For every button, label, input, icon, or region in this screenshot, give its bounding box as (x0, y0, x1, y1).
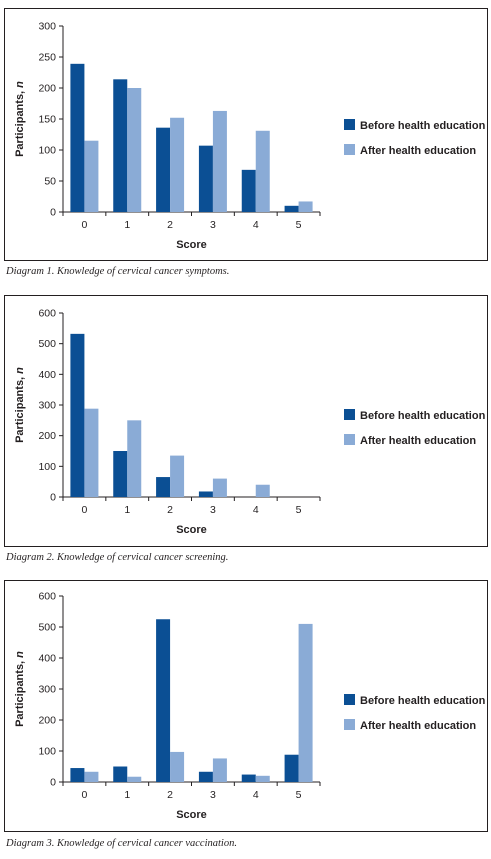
bar-after-score-4 (255, 775, 270, 782)
bar-after-score-3 (212, 110, 227, 212)
bar-before-score-0 (70, 768, 85, 782)
y-tick-label: 500 (38, 338, 56, 350)
bar-after-score-0 (84, 771, 99, 782)
y-tick-label: 0 (50, 207, 56, 219)
bar-chart-3: 0 100 200 300 400 500 600 0 1 2 3 4 5 Score Participan… (14, 591, 486, 822)
y-tick-label: 400 (38, 653, 56, 665)
x-tick-label: 4 (253, 219, 259, 231)
bar-before-score-0 (70, 63, 85, 212)
bar-after-score-3 (212, 478, 227, 497)
x-axis-label: Score (176, 809, 207, 821)
y-tick-label: 400 (38, 369, 56, 381)
legend-swatch-after (344, 719, 355, 730)
x-tick-label: 2 (167, 789, 173, 801)
y-tick-label: 500 (38, 622, 56, 634)
x-tick-label: 1 (124, 789, 130, 801)
y-axis-label: Participants, n (14, 367, 26, 443)
bar-after-score-1 (127, 776, 142, 782)
y-tick-label: 50 (44, 176, 56, 188)
x-tick-label: 5 (296, 219, 302, 231)
y-tick-label: 150 (38, 114, 56, 126)
y-tick-label: 300 (38, 400, 56, 412)
y-tick-label: 300 (38, 21, 56, 33)
bar-before-score-2 (156, 619, 171, 782)
chart-panel-2: 0 100 200 300 400 500 600 0 1 2 3 4 5 Score Participan… (4, 295, 488, 547)
bar-before-score-3 (198, 145, 213, 212)
chart-panel-1: 0 50 100 150 200 250 300 0 1 2 3 4 5 Score Participant… (4, 8, 488, 261)
x-tick-label: 5 (296, 504, 302, 516)
bar-after-score-5 (298, 201, 313, 212)
x-axis-label: Score (176, 524, 207, 536)
legend-swatch-before (344, 694, 355, 705)
legend-label-before: Before health education (360, 695, 486, 707)
y-tick-label: 600 (38, 591, 56, 603)
x-axis-label: Score (176, 239, 207, 251)
legend-swatch-after (344, 434, 355, 445)
bar-after-score-1 (127, 420, 142, 497)
x-tick-label: 0 (81, 789, 87, 801)
bar-before-score-4 (241, 169, 256, 212)
y-tick-label: 300 (38, 684, 56, 696)
x-tick-label: 4 (253, 504, 259, 516)
bar-before-score-2 (156, 127, 171, 212)
y-tick-label: 100 (38, 145, 56, 157)
x-tick-label: 2 (167, 504, 173, 516)
x-tick-label: 3 (210, 504, 216, 516)
y-tick-label: 100 (38, 461, 56, 473)
bar-after-score-0 (84, 408, 99, 497)
y-tick-label: 200 (38, 715, 56, 727)
bar-after-score-1 (127, 88, 142, 212)
legend-swatch-before (344, 409, 355, 420)
x-tick-label: 3 (210, 219, 216, 231)
y-tick-label: 100 (38, 746, 56, 758)
caption-1: Diagram 1. Knowledge of cervical cancer … (6, 266, 230, 277)
legend-label-before: Before health education (360, 120, 486, 132)
bar-after-score-4 (255, 484, 270, 497)
y-axis-label: Participants, n (14, 651, 26, 727)
bar-after-score-5 (298, 623, 313, 782)
bar-before-score-2 (156, 477, 171, 497)
x-tick-label: 3 (210, 789, 216, 801)
y-tick-label: 200 (38, 430, 56, 442)
bar-before-score-3 (198, 491, 213, 497)
bar-before-score-1 (113, 79, 128, 212)
y-tick-label: 250 (38, 52, 56, 64)
bar-before-score-1 (113, 451, 128, 497)
bar-before-score-5 (284, 754, 299, 782)
bar-after-score-2 (170, 751, 185, 782)
bar-before-score-0 (70, 333, 85, 497)
y-axis-label: Participants, n (14, 81, 26, 157)
y-tick-label: 0 (50, 492, 56, 504)
bar-chart-2: 0 100 200 300 400 500 600 0 1 2 3 4 5 Score Participan… (14, 308, 486, 537)
x-tick-label: 1 (124, 219, 130, 231)
x-tick-label: 2 (167, 219, 173, 231)
x-tick-label: 4 (253, 789, 259, 801)
y-tick-label: 0 (50, 777, 56, 789)
legend-label-before: Before health education (360, 410, 486, 422)
bar-chart-1: 0 50 100 150 200 250 300 0 1 2 3 4 5 Score Participant… (14, 21, 486, 252)
legend-swatch-after (344, 144, 355, 155)
legend-swatch-before (344, 119, 355, 130)
bar-after-score-3 (212, 758, 227, 782)
bar-after-score-0 (84, 140, 99, 212)
bar-before-score-1 (113, 766, 128, 782)
bar-after-score-2 (170, 117, 185, 212)
x-tick-label: 1 (124, 504, 130, 516)
bar-before-score-5 (284, 205, 299, 212)
legend-label-after: After health education (360, 435, 476, 447)
caption-2: Diagram 2. Knowledge of cervical cancer … (6, 552, 229, 563)
chart-panel-3: 0 100 200 300 400 500 600 0 1 2 3 4 5 Score Participan… (4, 580, 488, 832)
bar-before-score-3 (198, 771, 213, 782)
bar-after-score-4 (255, 130, 270, 212)
y-tick-label: 200 (38, 83, 56, 95)
x-tick-label: 0 (81, 504, 87, 516)
legend-label-after: After health education (360, 145, 476, 157)
legend-label-after: After health education (360, 720, 476, 732)
y-tick-label: 600 (38, 308, 56, 320)
bar-before-score-4 (241, 774, 256, 782)
caption-3: Diagram 3. Knowledge of cervical cancer … (6, 838, 237, 849)
x-tick-label: 0 (81, 219, 87, 231)
x-tick-label: 5 (296, 789, 302, 801)
bar-after-score-2 (170, 455, 185, 497)
